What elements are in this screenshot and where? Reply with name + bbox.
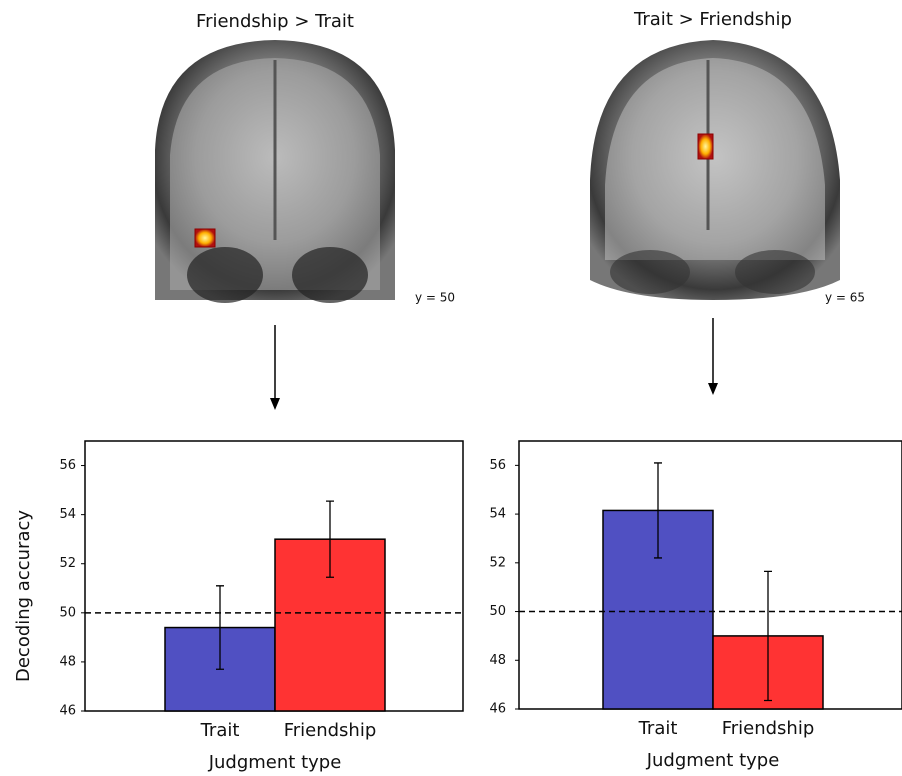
y-axis-label: Decoding accuracy [13,510,34,682]
page: {"chart_data": [ {"type": "bar", "title"… [0,0,902,776]
chart-title: Friendship > Trait [196,11,354,32]
x-tick-label: Trait [638,718,678,739]
brain-image [155,40,395,303]
y-tick-label: 52 [489,555,506,570]
y-tick-label: 54 [59,507,76,522]
x-axis-label: Judgment type [646,750,780,771]
y-tick-label: 48 [59,654,76,669]
y-tick-label: 52 [59,556,76,571]
y-tick-label: 46 [59,704,76,719]
x-tick-label: Trait [200,720,240,741]
y-tick-label: 46 [489,702,506,717]
arrow [270,325,280,410]
x-tick-label: Friendship [284,720,377,741]
brain-image [590,40,840,300]
x-axis-label: Judgment type [208,752,342,773]
y-tick-label: 54 [489,507,506,522]
y-tick-label: 56 [489,458,506,473]
y-tick-label: 50 [59,605,76,620]
y-tick-label: 56 [59,458,76,473]
slice-label: y = 50 [415,291,455,305]
slice-label: y = 65 [825,291,865,305]
y-tick-label: 48 [489,653,506,668]
chart-title: Trait > Friendship [633,9,792,30]
arrow [708,318,718,395]
figure: Friendship > Trait y = 50 46 48 50 52 54 56 Trai… [0,0,902,776]
x-tick-label: Friendship [722,718,815,739]
y-tick-label: 50 [489,604,506,619]
